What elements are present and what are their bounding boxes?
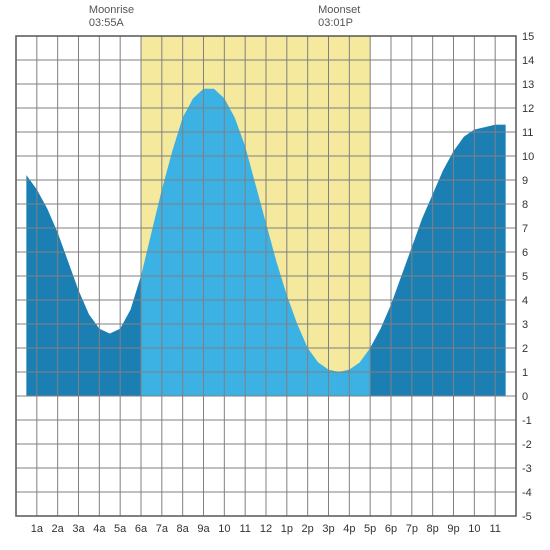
x-tick: 6a (135, 523, 148, 535)
y-tick: 14 (522, 55, 534, 67)
y-tick: 12 (522, 103, 534, 115)
chart-svg: 1a2a3a4a5a6a7a8a9a1011121p2p3p4p5p6p7p8p… (0, 0, 550, 550)
x-tick: 11 (239, 523, 250, 535)
x-tick: 2a (52, 523, 65, 535)
x-tick: 9p (447, 523, 459, 535)
y-tick: -1 (522, 415, 532, 427)
y-tick: 11 (522, 127, 533, 139)
x-tick: 3p (322, 523, 334, 535)
x-tick: 8p (427, 523, 439, 535)
x-tick: 3a (72, 523, 85, 535)
y-tick: 5 (522, 271, 528, 283)
x-tick: 10 (468, 523, 480, 535)
y-tick: 13 (522, 79, 534, 91)
x-tick: 1a (31, 523, 44, 535)
grid (16, 36, 516, 516)
moonset-time: 03:01P (318, 17, 353, 29)
x-tick: 9a (197, 523, 210, 535)
y-tick: -4 (522, 487, 532, 499)
y-tick: 1 (522, 367, 528, 379)
x-tick: 8a (177, 523, 190, 535)
moonrise-time: 03:55A (89, 17, 124, 29)
x-tick: 2p (302, 523, 314, 535)
tide-area-night (370, 125, 505, 396)
tide-area-night (26, 175, 141, 396)
x-tick: 5p (364, 523, 376, 535)
y-tick: -5 (522, 511, 532, 523)
y-tick: 9 (522, 175, 528, 187)
x-tick: 4a (93, 523, 106, 535)
y-tick: -2 (522, 439, 532, 451)
moonset-label: Moonset 03:01P (318, 4, 360, 30)
y-tick: 0 (522, 391, 528, 403)
tide-chart: Moonrise 03:55A Moonset 03:01P 1a 2a 3a 4a 5… (0, 0, 550, 550)
x-tick: 5a (114, 523, 127, 535)
x-tick: 12 (260, 523, 272, 535)
y-tick: 7 (522, 223, 528, 235)
x-tick: 7p (406, 523, 418, 535)
x-tick: 4p (343, 523, 355, 535)
x-tick: 6p (385, 523, 397, 535)
x-tick: 1p (281, 523, 293, 535)
y-tick: 2 (522, 343, 528, 355)
x-tick: 11 (489, 523, 500, 535)
y-tick: 6 (522, 247, 528, 259)
y-tick: 3 (522, 319, 528, 331)
y-tick: 10 (522, 151, 534, 163)
moonrise-label: Moonrise 03:55A (89, 4, 134, 30)
moonrise-title: Moonrise (89, 4, 134, 16)
y-tick: 8 (522, 199, 528, 211)
x-tick: 7a (156, 523, 169, 535)
x-tick: 10 (218, 523, 230, 535)
y-tick: 4 (522, 295, 528, 307)
moonset-title: Moonset (318, 4, 360, 16)
y-tick: 15 (522, 31, 534, 43)
y-tick: -3 (522, 463, 532, 475)
